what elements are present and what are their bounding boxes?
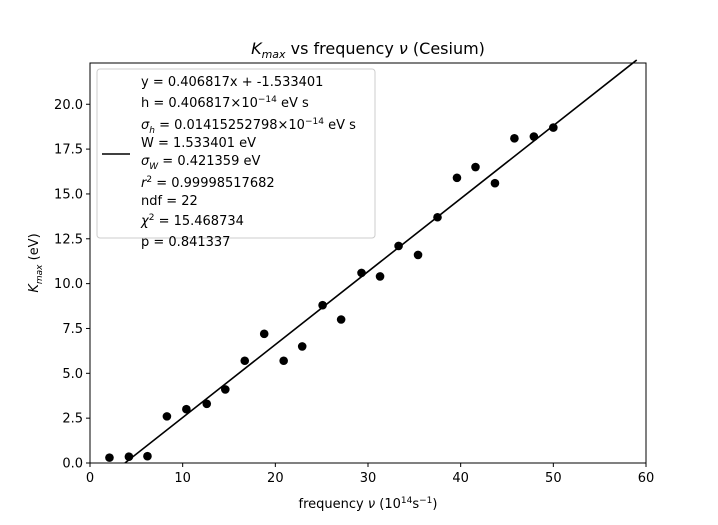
data-point	[490, 178, 500, 188]
x-tick-label: 20	[267, 471, 284, 486]
y-tick-label: 5.0	[62, 367, 83, 382]
data-point	[162, 412, 172, 421]
data-point	[202, 399, 212, 409]
data-point	[471, 162, 480, 172]
y-tick-label: 7.5	[62, 322, 83, 337]
y-tick-label: 2.5	[62, 412, 83, 427]
data-point	[375, 272, 385, 281]
legend-fit-equation: y = 0.406817x + -1.533401	[141, 75, 323, 90]
x-tick-label: 10	[174, 471, 191, 486]
y-tick-label: 10.0	[54, 277, 83, 292]
data-point	[105, 453, 114, 462]
y-tick-label: 0.0	[62, 457, 83, 472]
x-tick-label: 30	[360, 471, 377, 486]
chart-title: Kmax vs frequency ν (Cesium)	[251, 39, 485, 61]
legend-ndf: ndf = 22	[141, 194, 198, 209]
y-tick-label: 17.5	[54, 143, 83, 158]
x-tick-label: 50	[545, 471, 562, 486]
legend-p-value: p = 0.841337	[141, 235, 230, 250]
legend-w-value: W = 1.533401 eV	[141, 136, 256, 151]
data-point	[336, 315, 346, 324]
data-point	[452, 173, 462, 183]
legend-chi-squared: χ2 = 15.468734	[140, 213, 244, 229]
data-point	[529, 132, 539, 141]
y-axis-label: Kmax (eV)	[27, 233, 45, 292]
x-tick-label: 0	[86, 471, 94, 486]
data-point	[413, 250, 423, 260]
data-point	[510, 134, 519, 143]
data-point	[259, 329, 269, 339]
data-point	[124, 452, 134, 462]
x-axis-label: frequency ν (1014s−1)	[299, 496, 438, 512]
data-point	[220, 385, 230, 394]
data-point	[297, 342, 307, 351]
data-point	[143, 451, 152, 461]
data-point	[318, 300, 327, 310]
y-tick-label: 20.0	[54, 98, 83, 113]
data-point	[240, 356, 250, 366]
y-tick-label: 15.0	[54, 187, 83, 202]
data-points	[105, 123, 558, 462]
y-axis-ticks: 0.0 2.5 5.0 7.5 10.0 12.5 15.0 17.5 20.0	[54, 98, 90, 472]
data-point	[433, 212, 442, 222]
legend-sigma-h: σh = 0.01415252798×10−14 eV s	[141, 117, 356, 136]
legend-h-value: h = 0.406817×10−14 eV s	[141, 95, 309, 111]
x-tick-label: 40	[452, 471, 469, 486]
data-point	[394, 241, 403, 251]
x-axis-ticks: 0 10 20 30 40 50 60	[86, 463, 654, 486]
legend-box	[96, 68, 376, 239]
y-tick-label: 12.5	[54, 232, 83, 247]
data-point	[357, 268, 366, 278]
x-tick-label: 60	[638, 471, 655, 486]
data-point	[279, 356, 288, 366]
data-point	[549, 123, 558, 132]
data-point	[182, 404, 191, 414]
legend-r-squared: r2 = 0.99998517682	[141, 175, 275, 191]
legend: y = 0.406817x + -1.533401 h = 0.406817×1…	[96, 68, 376, 250]
legend-sigma-w: σW = 0.421359 eV	[141, 154, 260, 172]
